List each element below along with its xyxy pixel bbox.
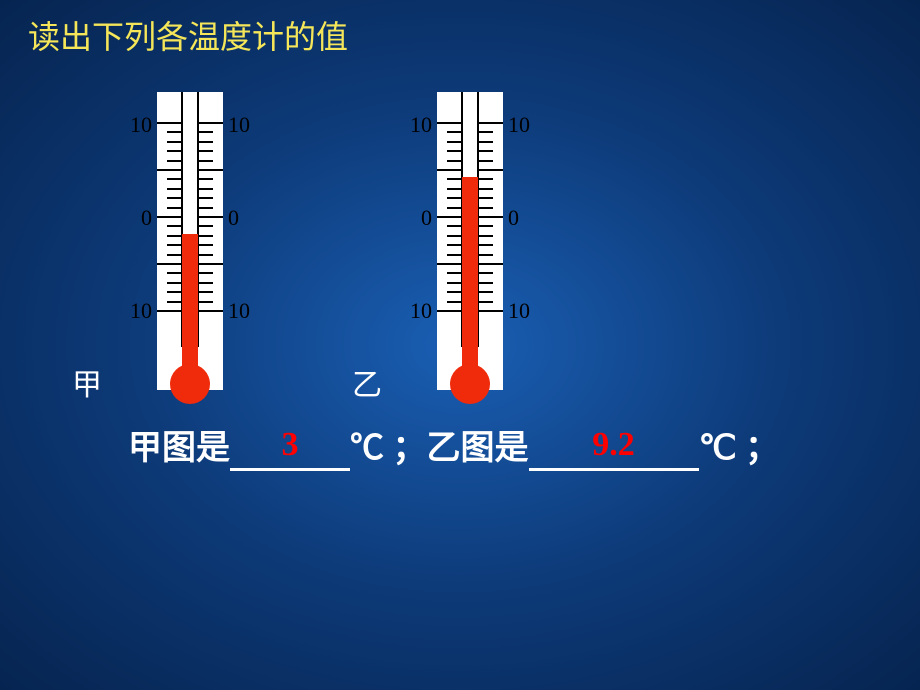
- scale-num-mid-left: 0: [421, 205, 432, 231]
- answer-b-blank: 9.2: [529, 430, 699, 471]
- scale-num-bot-left: 10: [130, 298, 152, 324]
- page-title: 读出下列各温度计的值: [28, 12, 348, 58]
- answer-a-unit: ℃: [350, 430, 384, 467]
- scale-num-bot-right: 10: [508, 298, 530, 324]
- scale-num-top-right: 10: [228, 112, 250, 138]
- thermometer-bulb: [450, 364, 490, 404]
- answer-b-value: 9.2: [592, 426, 635, 463]
- scale-left: [431, 122, 461, 310]
- answer-sentence: 甲图是3℃ ；乙图是9.2℃ ；: [128, 420, 779, 471]
- scale-right: [199, 122, 229, 310]
- scale-num-top-left: 10: [410, 112, 432, 138]
- thermometer-a: 10 10 0 0 10 10: [105, 92, 275, 392]
- scale-num-bot-left: 10: [410, 298, 432, 324]
- answer-a-value: 3: [282, 426, 299, 463]
- thermometer-b-label: 乙: [352, 360, 382, 404]
- answer-sep: ；: [393, 430, 427, 467]
- thermometer-b: 10 10 0 0 10 10: [385, 92, 555, 392]
- mercury-column: [182, 234, 198, 372]
- scale-num-mid-right: 0: [508, 205, 519, 231]
- answer-b-prefix: 乙图是: [427, 430, 529, 467]
- scale-num-bot-right: 10: [228, 298, 250, 324]
- scale-left: [151, 122, 181, 310]
- scale-num-top-right: 10: [508, 112, 530, 138]
- answer-a-prefix: 甲图是: [128, 430, 230, 467]
- answer-a-blank: 3: [230, 430, 350, 471]
- scale-num-mid-right: 0: [228, 205, 239, 231]
- thermometer-a-label: 甲: [72, 360, 102, 404]
- mercury-column: [462, 177, 478, 372]
- answer-b-unit: ℃ ；: [699, 430, 780, 467]
- scale-num-top-left: 10: [130, 112, 152, 138]
- scale-right: [479, 122, 509, 310]
- scale-num-mid-left: 0: [141, 205, 152, 231]
- thermometer-bulb: [170, 364, 210, 404]
